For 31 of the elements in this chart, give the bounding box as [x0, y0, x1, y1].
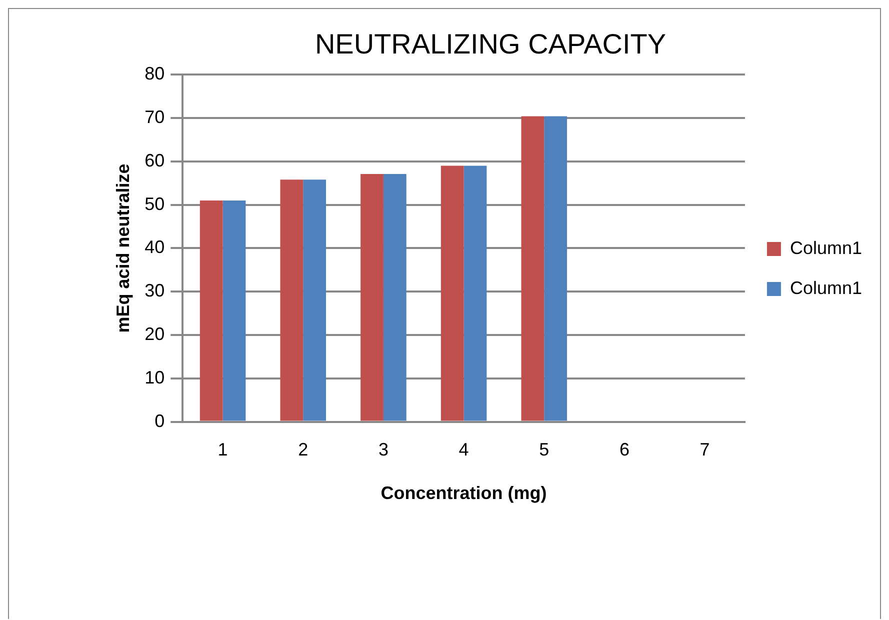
bar — [222, 200, 246, 421]
y-tick-label: 0 — [154, 410, 165, 431]
bar — [383, 174, 406, 421]
bar — [200, 200, 223, 421]
bar — [303, 180, 326, 421]
x-tick-label: 1 — [218, 440, 228, 460]
x-tick-label: 6 — [619, 440, 630, 460]
y-axis-title: mEq acid neutralize — [112, 164, 133, 333]
legend-label: Column1 — [790, 238, 862, 258]
y-tick-label: 40 — [144, 237, 165, 258]
y-tick-label: 80 — [144, 64, 165, 84]
bar — [360, 174, 384, 421]
bar — [280, 180, 304, 421]
x-tick-label: 4 — [458, 440, 469, 460]
bar — [521, 116, 544, 421]
x-tick-label: 5 — [539, 440, 550, 460]
x-tick-label: 2 — [298, 440, 308, 460]
y-tick-label: 70 — [144, 106, 165, 127]
legend-label: Column1 — [790, 278, 862, 298]
bar — [440, 166, 464, 421]
y-tick-label: 30 — [144, 280, 165, 301]
bar — [464, 166, 487, 421]
x-tick-label: 7 — [700, 440, 710, 460]
y-tick-label: 60 — [144, 150, 165, 170]
chart-title: NEUTRALIZING CAPACITY — [314, 28, 666, 60]
x-tick-label: 3 — [378, 440, 388, 460]
x-axis-title: Concentration (mg) — [380, 483, 547, 504]
y-tick-label: 20 — [144, 324, 165, 344]
y-tick-label: 50 — [144, 194, 165, 214]
bar — [544, 116, 568, 421]
y-tick-label: 10 — [144, 367, 165, 388]
